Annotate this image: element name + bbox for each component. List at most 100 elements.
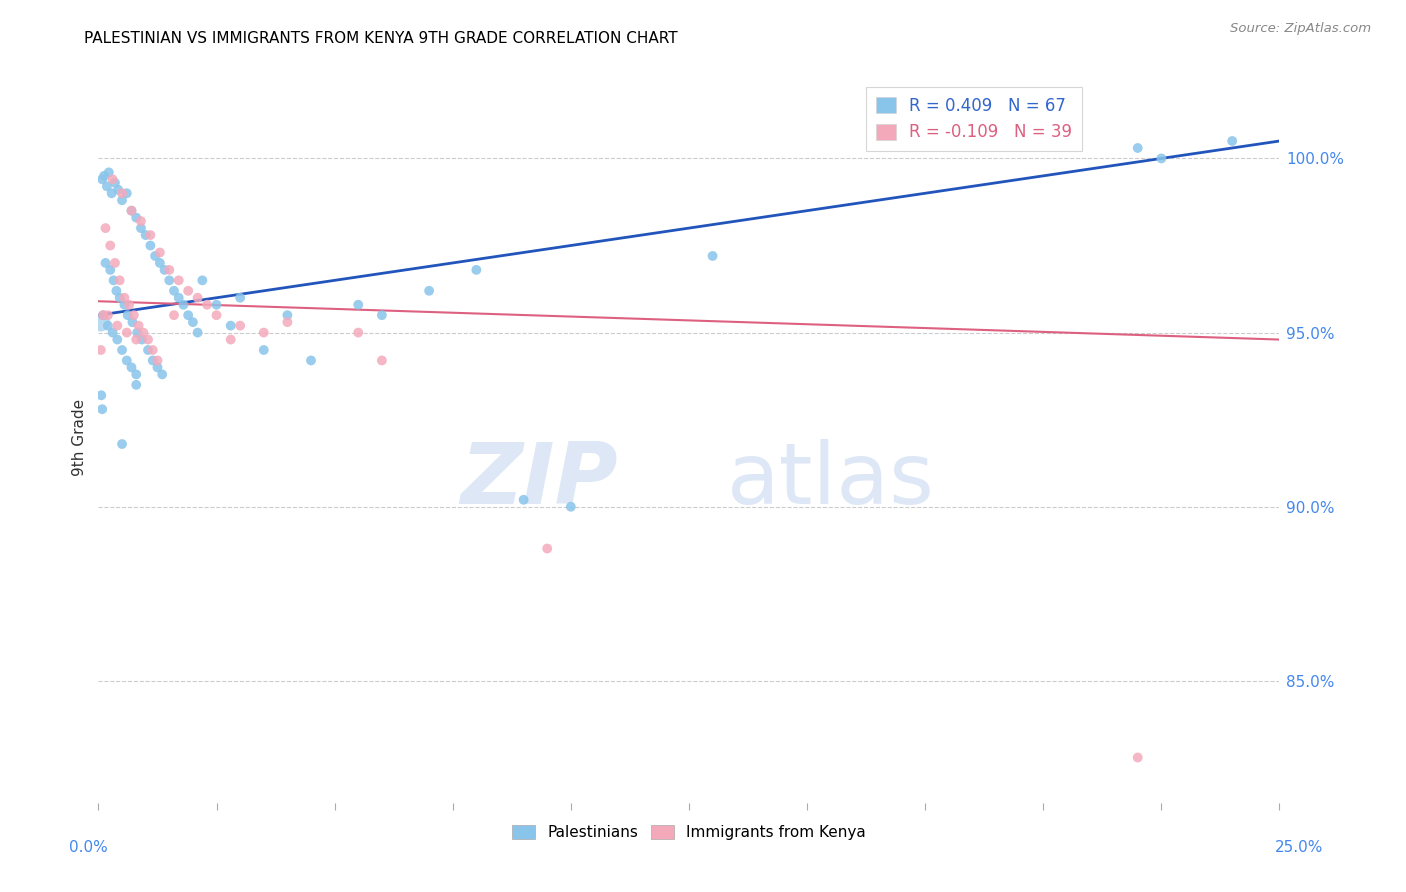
Text: PALESTINIAN VS IMMIGRANTS FROM KENYA 9TH GRADE CORRELATION CHART: PALESTINIAN VS IMMIGRANTS FROM KENYA 9TH… (84, 31, 678, 46)
Point (132, 326, 155, 340)
Point (229, 291, 252, 305)
Point (167, 273, 190, 287)
Point (177, 284, 200, 298)
Point (146, 360, 169, 375)
Point (418, 284, 440, 298)
Point (146, 353, 169, 368)
Point (149, 256, 172, 270)
Point (149, 245, 172, 260)
Point (142, 353, 165, 368)
Point (299, 353, 322, 368)
Point (112, 291, 135, 305)
Point (111, 186, 134, 201)
Point (98, 263, 121, 277)
Point (129, 221, 152, 235)
Point (139, 238, 162, 252)
Point (127, 326, 149, 340)
Point (108, 291, 131, 305)
Point (276, 308, 298, 322)
Point (536, 541, 558, 556)
Point (108, 273, 131, 287)
Point (253, 326, 276, 340)
Point (191, 273, 214, 287)
Point (97, 165, 120, 179)
Point (702, 249, 724, 263)
Point (90, 315, 112, 329)
Point (195, 298, 218, 312)
Point (347, 298, 370, 312)
Point (142, 343, 165, 357)
Point (97, 318, 120, 333)
Point (121, 315, 143, 329)
Point (115, 326, 138, 340)
Point (135, 228, 157, 243)
Text: 25.0%: 25.0% (1275, 840, 1323, 855)
Point (111, 193, 134, 207)
Legend: Palestinians, Immigrants from Kenya: Palestinians, Immigrants from Kenya (506, 819, 872, 847)
Point (1126, 750, 1149, 764)
Point (136, 343, 159, 357)
Point (98, 238, 121, 252)
Point (112, 298, 135, 312)
Point (122, 308, 145, 322)
Point (512, 492, 534, 507)
Point (153, 263, 176, 277)
Point (157, 263, 180, 277)
Point (121, 203, 143, 218)
Text: 0.0%: 0.0% (69, 840, 108, 855)
Point (465, 263, 488, 277)
Point (125, 368, 148, 382)
Point (172, 298, 194, 312)
Point (128, 318, 150, 333)
Point (253, 343, 276, 357)
Point (219, 333, 242, 347)
Point (187, 326, 209, 340)
Text: atlas: atlas (727, 440, 935, 523)
Point (187, 291, 209, 305)
Point (177, 308, 200, 322)
Text: ZIP: ZIP (460, 440, 619, 523)
Point (371, 353, 394, 368)
Point (94, 221, 117, 235)
Point (347, 326, 370, 340)
Point (205, 308, 228, 322)
Point (157, 273, 180, 287)
Point (125, 333, 148, 347)
Point (181, 315, 204, 329)
Point (163, 284, 186, 298)
Point (104, 256, 127, 270)
Point (105, 318, 128, 333)
Point (107, 183, 129, 197)
Point (276, 315, 298, 329)
Point (101, 326, 124, 340)
Point (136, 333, 159, 347)
Point (371, 308, 394, 322)
Point (129, 214, 152, 228)
Point (167, 291, 190, 305)
Point (90, 343, 112, 357)
Point (219, 318, 242, 333)
Point (205, 298, 228, 312)
Text: Source: ZipAtlas.com: Source: ZipAtlas.com (1230, 22, 1371, 36)
Point (111, 343, 134, 357)
Point (91, 402, 114, 417)
Point (115, 353, 138, 368)
Point (121, 360, 143, 375)
Point (121, 203, 143, 218)
Point (100, 186, 122, 201)
Point (143, 249, 166, 263)
Point (131, 333, 153, 347)
Point (229, 318, 252, 333)
Point (105, 333, 128, 347)
Point (150, 368, 173, 382)
Point (105, 284, 128, 298)
Point (97, 308, 120, 322)
Point (104, 176, 127, 190)
Point (91, 308, 114, 322)
Point (115, 186, 138, 201)
Point (93, 169, 115, 183)
Point (139, 228, 162, 243)
Point (111, 437, 134, 451)
Point (163, 308, 186, 322)
Point (560, 500, 582, 514)
